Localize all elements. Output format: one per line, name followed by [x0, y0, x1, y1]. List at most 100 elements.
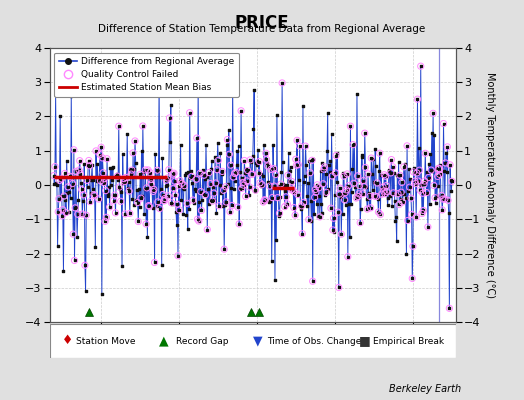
Point — [177, 142, 185, 148]
Point — [100, 176, 108, 182]
Point — [441, 160, 450, 166]
Point — [185, 110, 194, 116]
Point — [389, 190, 398, 196]
Point — [78, 186, 86, 193]
Point — [446, 162, 454, 168]
Point — [56, 113, 64, 120]
Point — [135, 185, 143, 192]
Point — [139, 123, 147, 129]
Point — [153, 167, 161, 173]
Point — [404, 188, 412, 195]
Point — [125, 188, 134, 194]
Point — [105, 204, 114, 210]
Point — [220, 246, 228, 252]
Point — [302, 162, 310, 168]
Point — [270, 183, 278, 189]
Point — [243, 178, 251, 184]
Point — [185, 110, 194, 116]
Point — [116, 198, 125, 204]
Point — [76, 171, 84, 177]
Point — [439, 120, 447, 127]
Point — [253, 161, 261, 168]
Point — [253, 158, 261, 165]
Point — [208, 198, 216, 204]
Point — [51, 163, 59, 170]
Point — [346, 234, 354, 240]
Point — [78, 186, 86, 193]
Point — [150, 259, 159, 266]
Legend: Difference from Regional Average, Quality Control Failed, Estimated Station Mean: Difference from Regional Average, Qualit… — [54, 52, 239, 97]
Point — [57, 192, 65, 199]
Point — [358, 190, 367, 197]
Point — [134, 199, 142, 206]
Point — [428, 168, 436, 174]
Point — [234, 204, 242, 210]
Point — [415, 167, 423, 174]
Point — [375, 168, 383, 174]
Point — [310, 194, 319, 200]
Point — [163, 175, 172, 181]
Point — [136, 171, 145, 178]
Point — [444, 197, 452, 204]
Point — [308, 157, 316, 164]
Point — [263, 156, 271, 162]
Point — [178, 185, 187, 192]
Point — [414, 178, 422, 184]
Point — [159, 198, 168, 204]
Point — [345, 201, 353, 207]
Point — [219, 203, 227, 209]
Point — [299, 103, 307, 109]
Point — [384, 202, 392, 208]
Point — [121, 178, 129, 185]
Point — [380, 172, 388, 178]
Point — [68, 180, 77, 187]
Point — [193, 135, 201, 141]
Point — [444, 210, 453, 216]
Point — [395, 201, 403, 208]
Point — [376, 211, 385, 218]
Point — [267, 166, 275, 172]
Point — [403, 143, 411, 149]
Point — [285, 150, 293, 156]
Point — [133, 187, 141, 193]
Point — [291, 212, 299, 218]
Point — [320, 166, 328, 172]
Point — [193, 216, 202, 222]
Point — [438, 192, 446, 199]
Point — [145, 202, 153, 209]
Point — [348, 166, 357, 172]
Point — [128, 196, 137, 202]
Point — [231, 178, 239, 184]
Point — [421, 150, 430, 156]
Point — [358, 152, 366, 158]
Point — [415, 167, 423, 174]
Point — [171, 192, 180, 198]
Point — [285, 178, 293, 184]
Point — [304, 216, 313, 223]
Point — [177, 197, 185, 204]
Point — [164, 192, 172, 199]
Point — [308, 157, 316, 164]
Point — [140, 186, 149, 192]
Point — [420, 178, 429, 184]
Point — [87, 176, 95, 183]
Point — [381, 190, 389, 197]
Point — [430, 132, 439, 139]
Point — [407, 195, 415, 202]
Point — [85, 157, 93, 164]
Point — [242, 193, 250, 200]
Point — [181, 172, 189, 178]
Point — [61, 170, 69, 177]
Point — [120, 175, 128, 182]
Point — [401, 194, 410, 201]
Point — [420, 178, 429, 184]
Point — [153, 167, 161, 173]
Point — [201, 192, 210, 198]
Point — [334, 284, 343, 291]
Text: ♦: ♦ — [62, 334, 73, 348]
Point — [111, 192, 119, 198]
Point — [261, 150, 270, 156]
Point — [390, 170, 398, 176]
Point — [443, 169, 451, 175]
Point — [272, 112, 281, 118]
